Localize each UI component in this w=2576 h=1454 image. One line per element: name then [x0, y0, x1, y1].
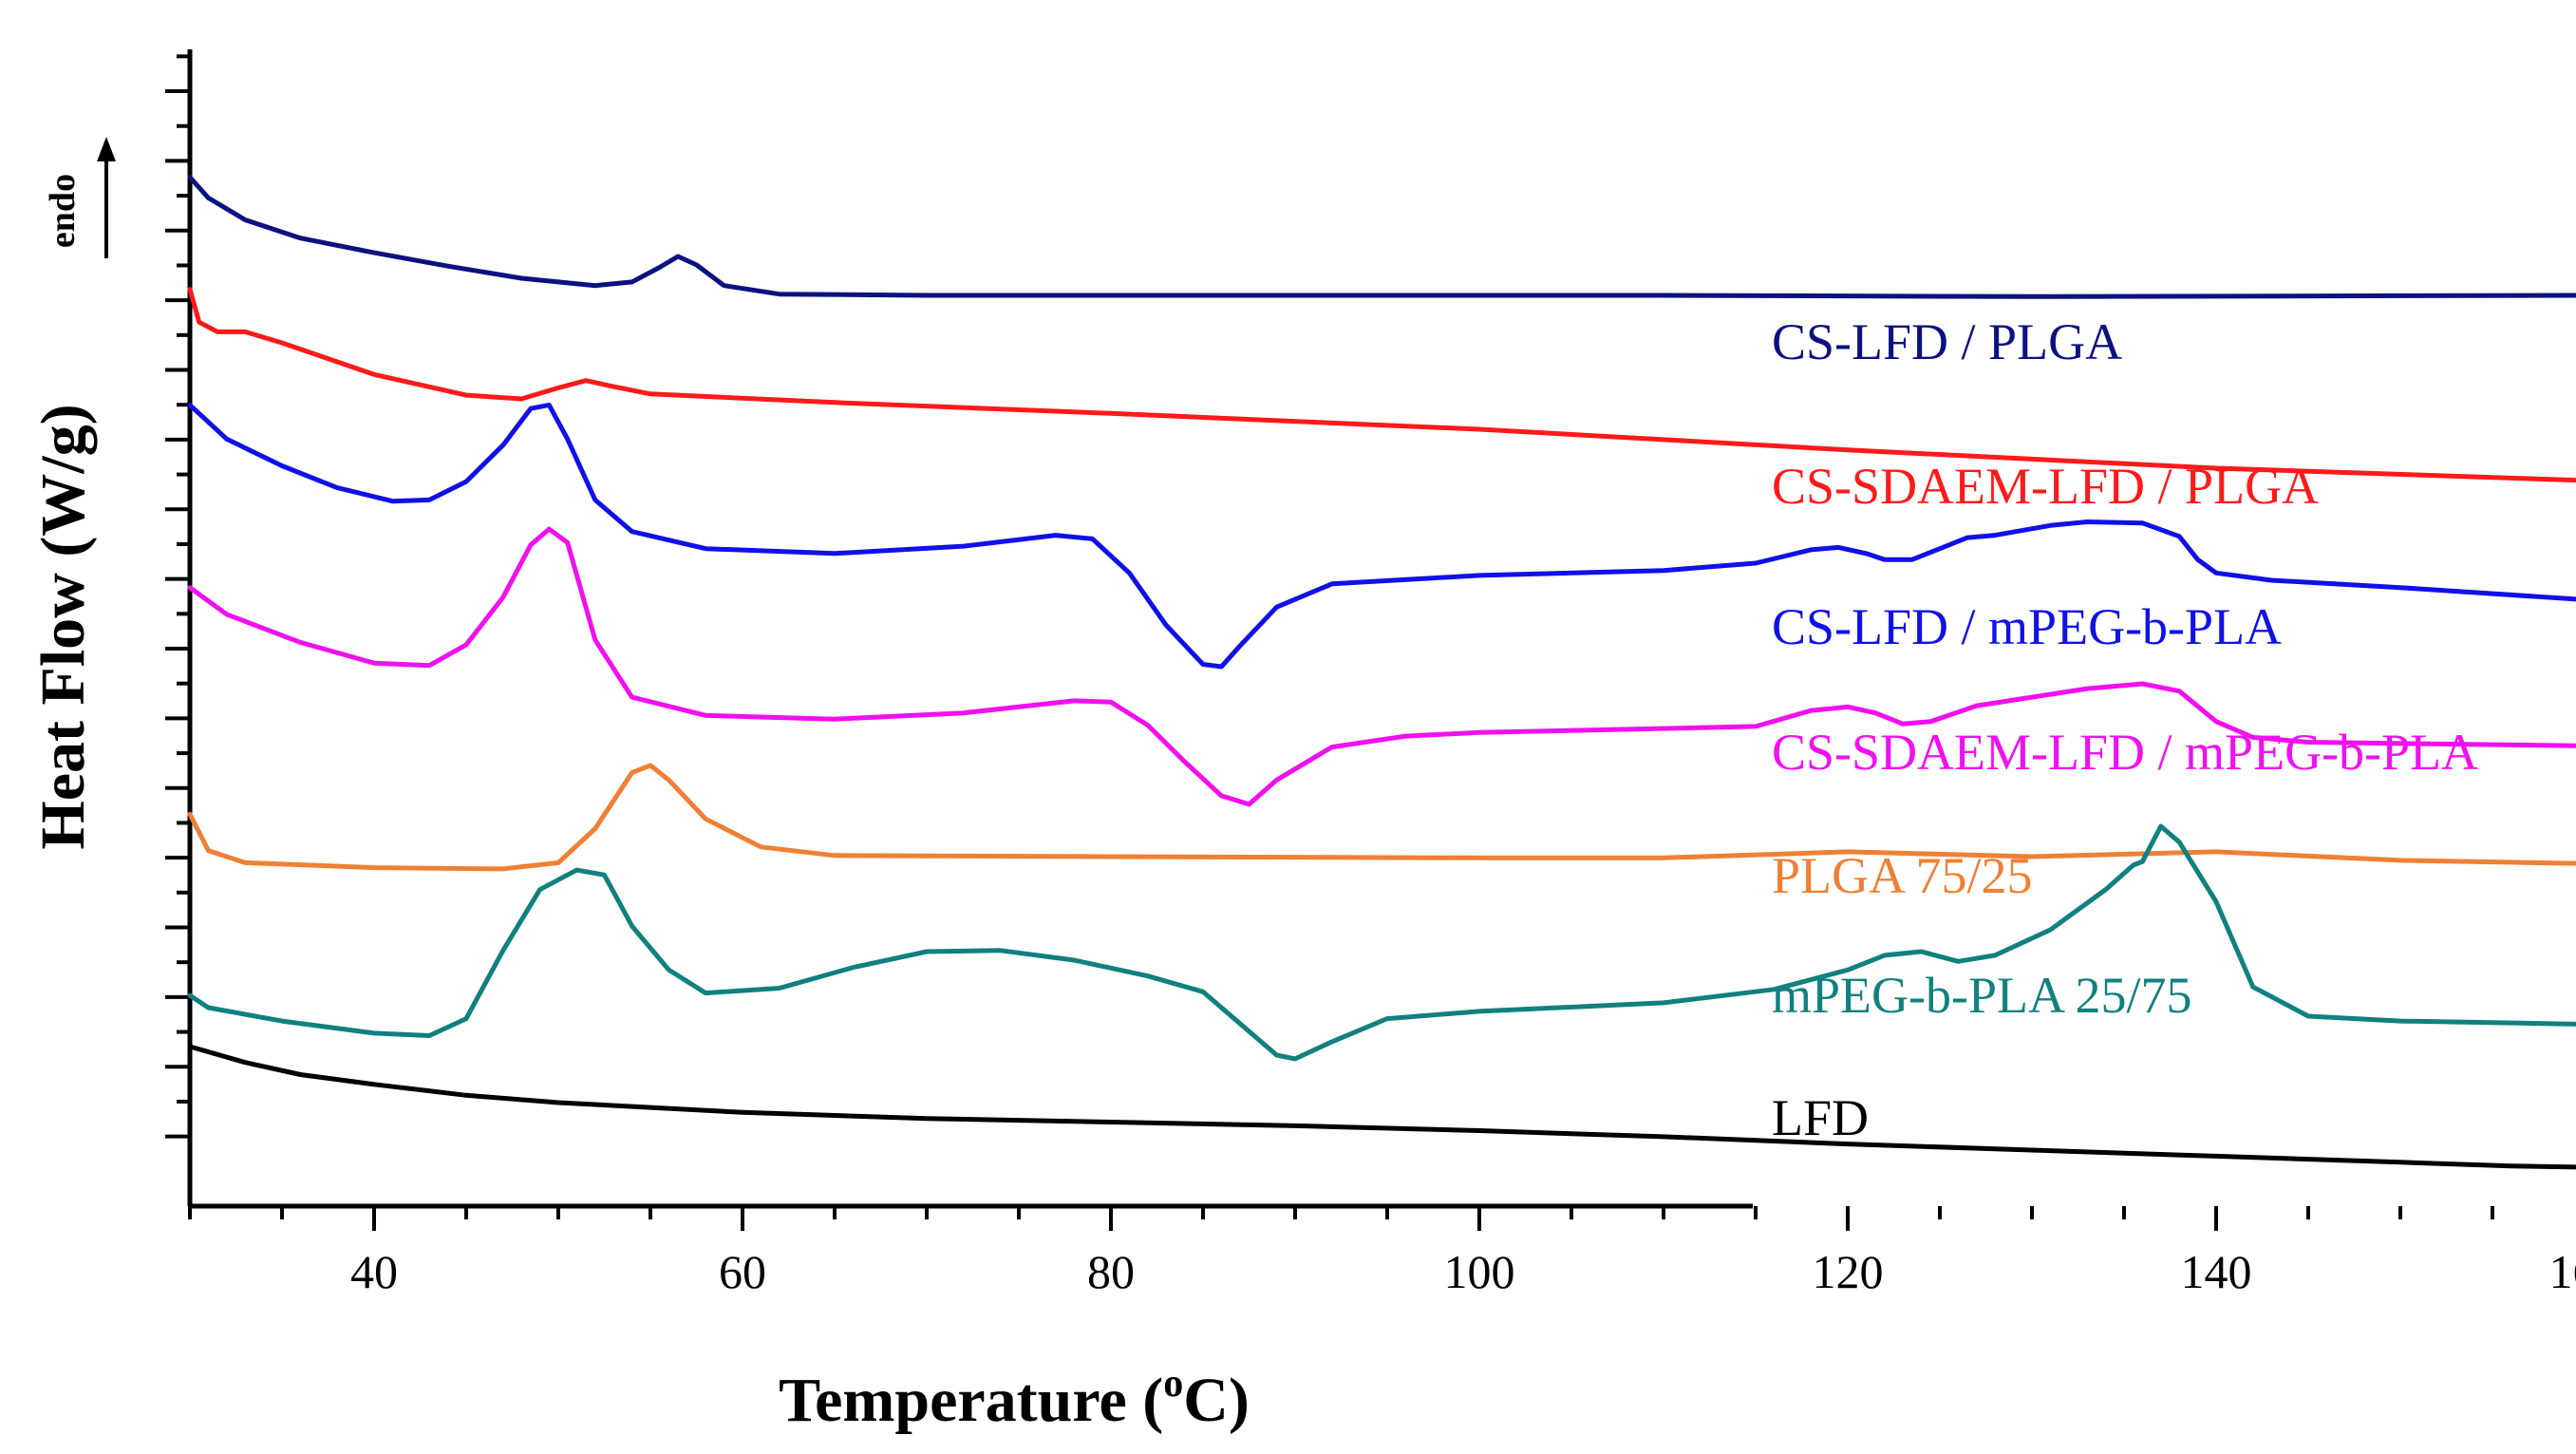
legend: CS-LFD / PLGA CS-SDAEM-LFD / PLGA CS-LFD /…	[1772, 313, 2478, 1146]
x-tick-label: 120	[1813, 1245, 1884, 1298]
legend-label-3: CS-SDAEM-LFD / mPEG-b-PLA	[1772, 724, 2478, 781]
x-ticks: 406080100120140160180	[188, 1206, 2576, 1298]
series-line-3	[187, 526, 2576, 807]
x-tick-label: 40	[350, 1245, 398, 1298]
x-tick-label: 160	[2549, 1245, 2576, 1298]
series-line-5	[187, 823, 2576, 1062]
x-tick-label: 100	[1444, 1245, 1515, 1298]
x-axis-label: Temperature (oC)	[779, 1362, 1250, 1435]
endo-label: endo	[43, 174, 83, 248]
endo-arrow-head-icon	[97, 137, 116, 161]
x-axis-label-unit: C)	[1183, 1366, 1250, 1435]
x-tick-label: 60	[719, 1245, 766, 1298]
legend-label-4: PLGA 75/25	[1772, 847, 2033, 904]
legend-label-6: LFD	[1772, 1089, 1869, 1146]
series-lines	[187, 175, 2576, 1170]
y-axis-label: Heat Flow (W/g)	[28, 404, 98, 849]
x-axis-label-degree: o	[1163, 1362, 1183, 1406]
x-tick-label: 80	[1087, 1245, 1135, 1298]
x-tick-label: 140	[2181, 1245, 2252, 1298]
series-line-0	[187, 175, 2576, 299]
legend-label-5: mPEG-b-PLA 25/75	[1772, 967, 2192, 1024]
endo-indicator: endo	[43, 137, 116, 258]
legend-label-2: CS-LFD / mPEG-b-PLA	[1772, 598, 2282, 655]
series-line-2	[187, 402, 2576, 670]
x-axis-label-main: Temperature (	[779, 1366, 1163, 1435]
axes	[187, 49, 1753, 1209]
series-line-4	[187, 763, 2576, 872]
legend-label-0: CS-LFD / PLGA	[1772, 313, 2122, 370]
legend-label-1: CS-SDAEM-LFD / PLGA	[1772, 458, 2319, 515]
series-line-6	[187, 1044, 2576, 1170]
series-line-1	[187, 287, 2576, 483]
y-ticks	[165, 54, 190, 1139]
